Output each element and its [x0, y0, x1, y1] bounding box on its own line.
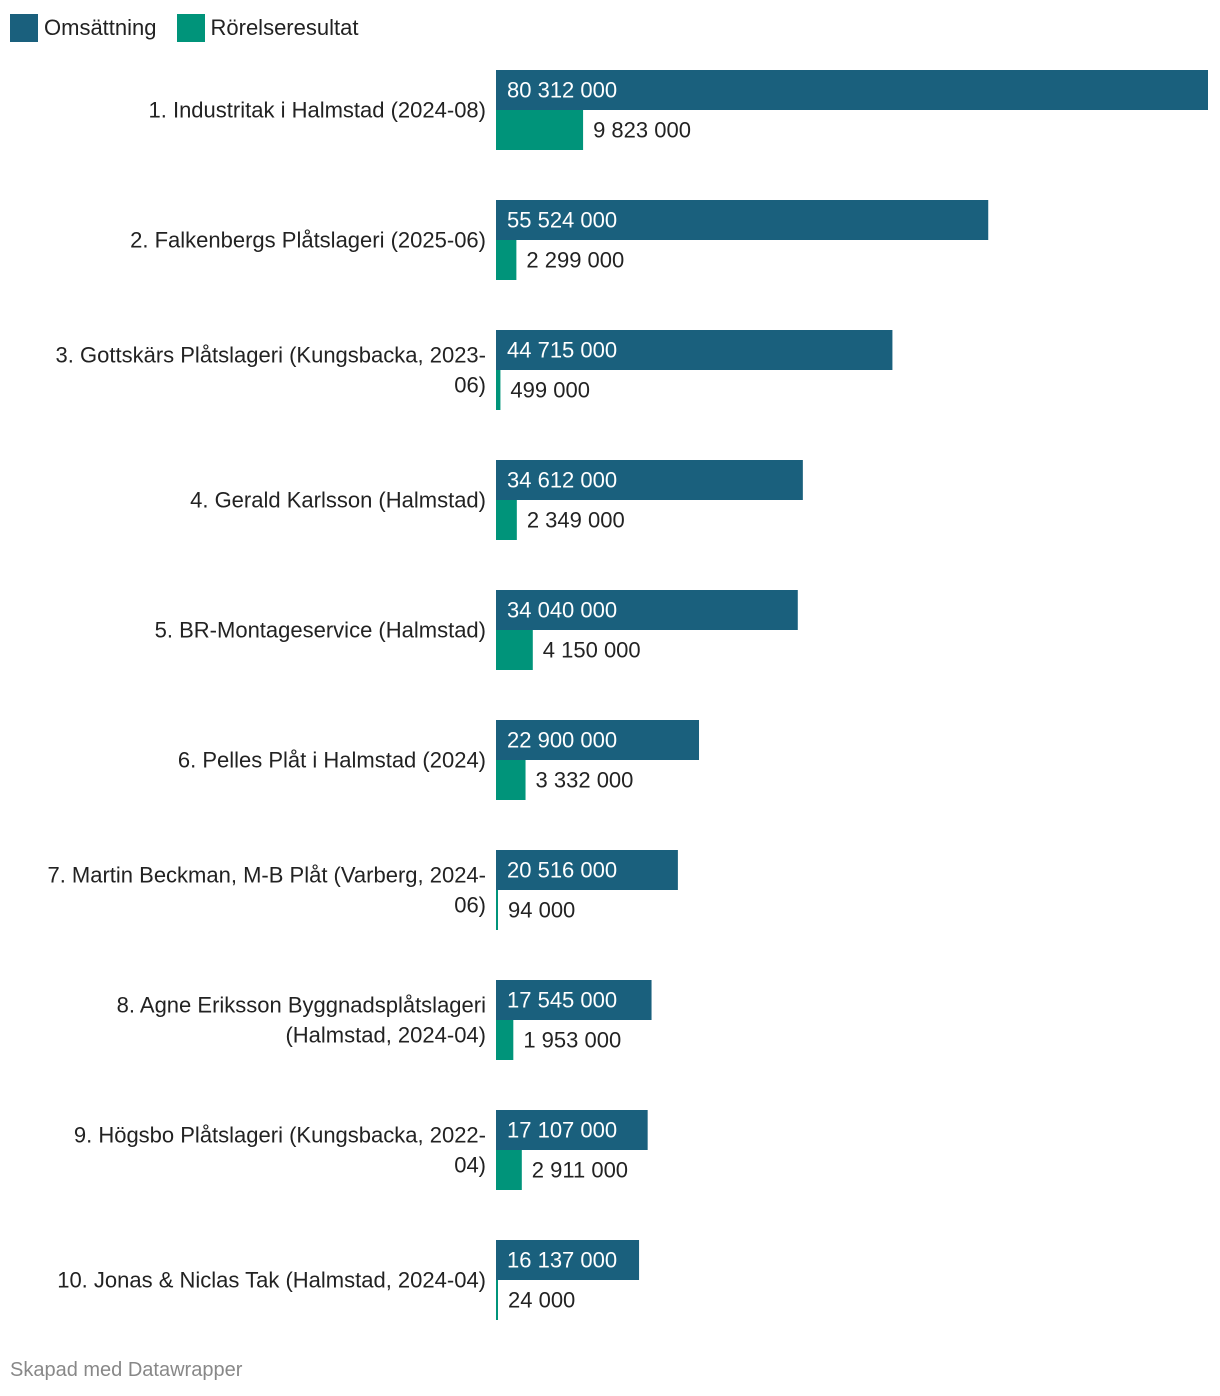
- legend-label-rorelseresultat: Rörelseresultat: [210, 15, 359, 40]
- bar-rorelseresultat: [496, 110, 584, 150]
- bar-rorelseresultat: [496, 370, 501, 410]
- bar-omsattning: [496, 1240, 640, 1280]
- row-label: 5. BR-Montageservice (Halmstad): [155, 618, 486, 643]
- bar-rorelseresultat: [496, 1020, 514, 1060]
- value-label: 4 150 000: [543, 638, 641, 663]
- bar-rorelseresultat: [496, 1280, 498, 1320]
- bar-rorelseresultat: [496, 630, 533, 670]
- value-label: 2 349 000: [527, 508, 625, 533]
- bar-rorelseresultat: [496, 760, 526, 800]
- legend-label-omsattning: Omsättning: [44, 15, 157, 40]
- row-label: 6. Pelles Plåt i Halmstad (2024): [178, 748, 486, 773]
- value-label: 94 000: [508, 898, 575, 923]
- bar-omsattning: [496, 590, 798, 630]
- value-label: 1 953 000: [523, 1028, 621, 1053]
- bar-omsattning: [496, 850, 678, 890]
- row-label: 2. Falkenbergs Plåtslageri (2025-06): [130, 228, 486, 253]
- value-label: 499 000: [510, 378, 590, 403]
- bar-omsattning: [496, 1110, 648, 1150]
- row-label: (Halmstad, 2024-04): [285, 1023, 486, 1048]
- value-label: 34 040 000: [507, 598, 617, 623]
- bar-rorelseresultat: [496, 240, 517, 280]
- row-label: 06): [454, 373, 486, 398]
- value-label: 20 516 000: [507, 858, 617, 883]
- legend-item-omsattning: Omsättning: [10, 14, 157, 42]
- value-label: 2 911 000: [532, 1158, 628, 1183]
- value-label: 17 107 000: [507, 1118, 617, 1143]
- row-label: 9. Högsbo Plåtslageri (Kungsbacka, 2022-: [74, 1123, 486, 1148]
- value-label: 3 332 000: [536, 768, 634, 793]
- legend-swatch-rorelseresultat: [176, 14, 205, 42]
- legend-item-rorelseresultat: Rörelseresultat: [176, 14, 359, 42]
- bar-rorelseresultat: [496, 890, 498, 930]
- bar-omsattning: [496, 720, 700, 760]
- bar-rorelseresultat: [496, 1150, 522, 1190]
- row-label: 10. Jonas & Niclas Tak (Halmstad, 2024-0…: [57, 1268, 486, 1293]
- value-label: 24 000: [508, 1288, 575, 1313]
- row-label: 06): [454, 893, 486, 918]
- bar-chart: 1. Industritak i Halmstad (2024-08) 80 31…: [47, 70, 1208, 1320]
- bar-omsattning: [496, 980, 652, 1020]
- value-label: 17 545 000: [507, 988, 617, 1013]
- row-label: 7. Martin Beckman, M-B Plåt (Varberg, 20…: [47, 863, 486, 888]
- bar-omsattning: [496, 70, 1208, 110]
- bar-omsattning: [496, 330, 893, 370]
- value-label: 9 823 000: [593, 118, 691, 143]
- value-label: 16 137 000: [507, 1248, 617, 1273]
- row-label: 04): [454, 1153, 486, 1178]
- bar-omsattning: [496, 200, 989, 240]
- footer-credit: Skapad med Datawrapper: [10, 1359, 243, 1381]
- value-label: 22 900 000: [507, 728, 617, 753]
- row-label: 8. Agne Eriksson Byggnadsplåtslageri: [117, 993, 486, 1018]
- value-label: 80 312 000: [507, 78, 617, 103]
- row-label: 4. Gerald Karlsson (Halmstad): [190, 488, 486, 513]
- legend: Omsättning Rörelseresultat: [10, 14, 378, 42]
- bar-omsattning: [496, 460, 803, 500]
- bar-rorelseresultat: [496, 500, 517, 540]
- legend-swatch-omsattning: [10, 14, 38, 42]
- value-label: 55 524 000: [507, 208, 617, 233]
- value-label: 34 612 000: [507, 468, 617, 493]
- row-label: 3. Gottskärs Plåtslageri (Kungsbacka, 20…: [56, 343, 486, 368]
- value-label: 2 299 000: [526, 248, 624, 273]
- row-label: 1. Industritak i Halmstad (2024-08): [149, 98, 487, 123]
- value-label: 44 715 000: [507, 338, 617, 363]
